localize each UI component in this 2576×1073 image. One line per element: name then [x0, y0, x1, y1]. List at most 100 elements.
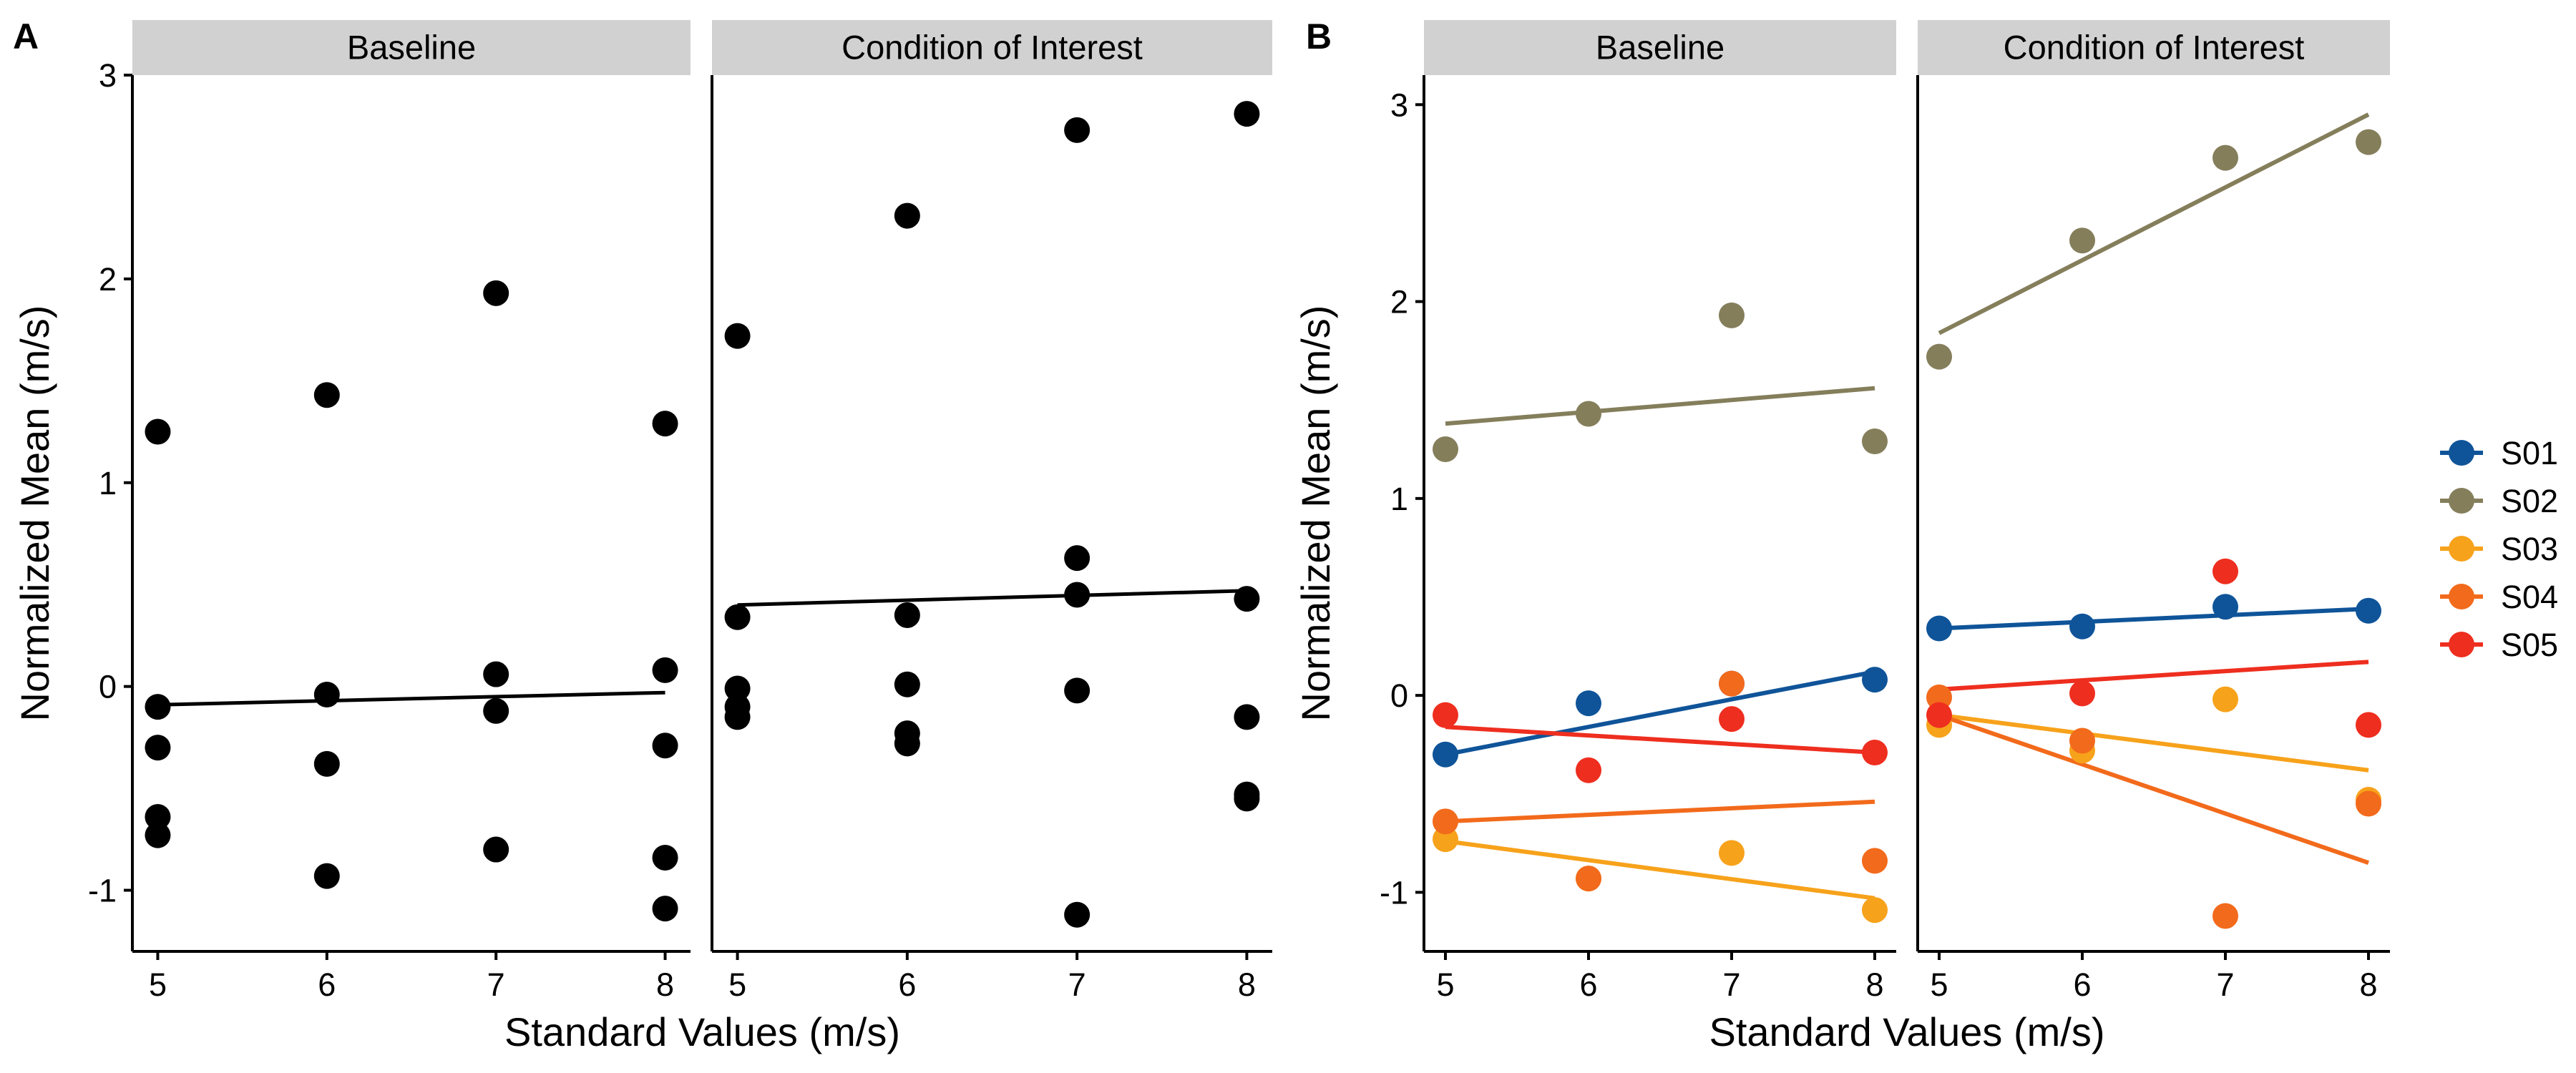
facet-strip	[132, 20, 691, 75]
data-point	[313, 750, 340, 777]
legend-label: S03	[2501, 531, 2558, 567]
data-point	[652, 733, 678, 759]
x-tick-label: 6	[898, 966, 916, 1003]
data-point-s01	[2212, 594, 2238, 620]
y-axis-title: Normalized Mean (m/s)	[1293, 305, 1338, 722]
data-point-s04	[1576, 866, 1601, 892]
fit-line-s04	[1445, 799, 1875, 824]
data-point-s04	[1926, 684, 1952, 710]
data-point-s04	[2356, 790, 2381, 817]
data-point-s05	[2069, 680, 2095, 707]
x-tick-label: 6	[1579, 966, 1597, 1003]
data-point	[1064, 901, 1091, 928]
data-point	[894, 202, 920, 229]
data-point-s05	[2356, 712, 2381, 738]
y-tick-label: 3	[99, 57, 117, 94]
data-point	[483, 280, 509, 306]
fit-line-s02	[1445, 386, 1875, 426]
y-tick-label: -1	[88, 873, 117, 909]
panel-label: B	[1306, 16, 1332, 57]
legend-key-point	[2449, 440, 2474, 466]
data-point	[483, 836, 509, 863]
y-tick-label: 1	[99, 465, 117, 501]
data-point-s01	[1862, 667, 1888, 693]
facet-strip-label: Baseline	[1596, 29, 1724, 67]
data-point	[652, 411, 678, 437]
legend: S01 S02 S03 S04 S05	[2440, 435, 2558, 663]
data-point	[652, 896, 678, 922]
data-point	[724, 704, 751, 730]
data-point	[1064, 117, 1091, 143]
legend-label: S01	[2501, 435, 2558, 471]
data-point	[483, 661, 509, 687]
facet-strip	[712, 20, 1272, 75]
data-point	[313, 863, 340, 889]
data-point-s04	[1433, 808, 1458, 835]
panel-a: A Baseline 5 6 7 8 -1 0 1 2 3 Condition of Interest…	[12, 16, 1272, 1054]
data-point	[1064, 582, 1091, 608]
data-point-s04	[1719, 670, 1745, 697]
fit-line-s03	[1445, 838, 1875, 901]
data-point	[145, 418, 171, 445]
y-tick-label: 3	[1390, 87, 1408, 123]
x-tick-label: 5	[1436, 966, 1454, 1003]
data-point	[894, 730, 920, 757]
data-point-s05	[2212, 558, 2238, 584]
y-tick-label: 2	[1390, 284, 1408, 320]
data-point	[652, 657, 678, 683]
legend-label: S05	[2501, 627, 2558, 663]
data-point	[1234, 785, 1260, 812]
data-point-s05	[1576, 757, 1601, 783]
data-point	[724, 604, 751, 630]
facet-strip-label: Baseline	[347, 29, 476, 67]
data-point-s02	[1926, 343, 1952, 370]
fit-line	[157, 690, 665, 707]
fit-line-s05	[1938, 660, 2369, 692]
x-tick-label: 7	[2216, 966, 2234, 1003]
data-point-s02	[1719, 302, 1745, 328]
data-point-s02	[2212, 144, 2238, 171]
fit-line-s01	[1445, 670, 1875, 757]
x-tick-label: 8	[2359, 966, 2377, 1003]
data-point-s04	[2212, 903, 2238, 929]
x-tick-label: 7	[487, 966, 505, 1003]
data-point-s02	[1576, 401, 1601, 427]
x-tick-label: 7	[1722, 966, 1740, 1003]
data-point-s01	[2356, 597, 2381, 624]
data-point-s03	[1862, 897, 1888, 923]
legend-key-point	[2449, 584, 2474, 609]
x-tick-label: 8	[1238, 966, 1256, 1003]
legend-label: S04	[2501, 579, 2558, 615]
fit-line-s05	[1445, 725, 1875, 755]
data-point	[894, 602, 920, 628]
y-tick-label: 2	[99, 261, 117, 298]
y-tick-label: 0	[99, 669, 117, 705]
fit-line-s01	[1938, 607, 2369, 631]
facet-strip	[1918, 20, 2390, 75]
data-point-s04	[1862, 848, 1888, 874]
legend-key-point	[2449, 488, 2474, 514]
data-point-s03	[1719, 840, 1745, 866]
data-point-s05	[1433, 702, 1458, 728]
x-tick-label: 5	[1930, 966, 1948, 1003]
data-point	[483, 697, 509, 724]
facet-strip-label: Condition of Interest	[841, 29, 1143, 67]
data-point	[1064, 545, 1091, 572]
x-tick-label: 5	[149, 966, 167, 1003]
y-tick-label: 1	[1390, 481, 1408, 517]
data-point	[1064, 677, 1091, 704]
data-point-s02	[1433, 436, 1458, 463]
data-point	[313, 382, 340, 408]
data-point-s02	[2356, 129, 2381, 155]
data-point-s05	[1926, 702, 1952, 728]
fit-line	[737, 589, 1247, 607]
data-point	[652, 844, 678, 871]
data-point	[1234, 586, 1260, 612]
data-point	[894, 671, 920, 697]
data-point-s03	[1433, 826, 1458, 853]
x-tick-label: 5	[728, 966, 746, 1003]
data-point	[145, 822, 171, 848]
data-point	[724, 323, 751, 349]
